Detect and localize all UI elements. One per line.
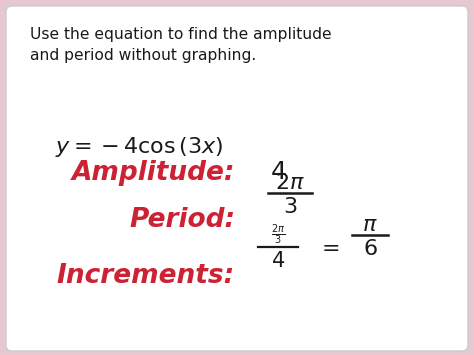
Text: $4$: $4$: [270, 160, 287, 184]
FancyBboxPatch shape: [6, 6, 468, 351]
Text: $6$: $6$: [363, 239, 377, 259]
Text: $y=-4\cos\left(3x\right)$: $y=-4\cos\left(3x\right)$: [55, 135, 223, 159]
Text: Amplitude:: Amplitude:: [72, 160, 235, 186]
Text: $2\pi$: $2\pi$: [275, 173, 305, 193]
Text: $4$: $4$: [271, 251, 285, 271]
Text: Increments:: Increments:: [57, 263, 235, 289]
Text: $3$: $3$: [283, 197, 297, 217]
Text: Use the equation to find the amplitude
and period without graphing.: Use the equation to find the amplitude a…: [30, 27, 332, 63]
Text: $\frac{2\pi}{3}$: $\frac{2\pi}{3}$: [271, 223, 285, 247]
Text: $=$: $=$: [317, 237, 339, 257]
Text: $\pi$: $\pi$: [362, 215, 378, 235]
Text: Period:: Period:: [129, 207, 235, 233]
